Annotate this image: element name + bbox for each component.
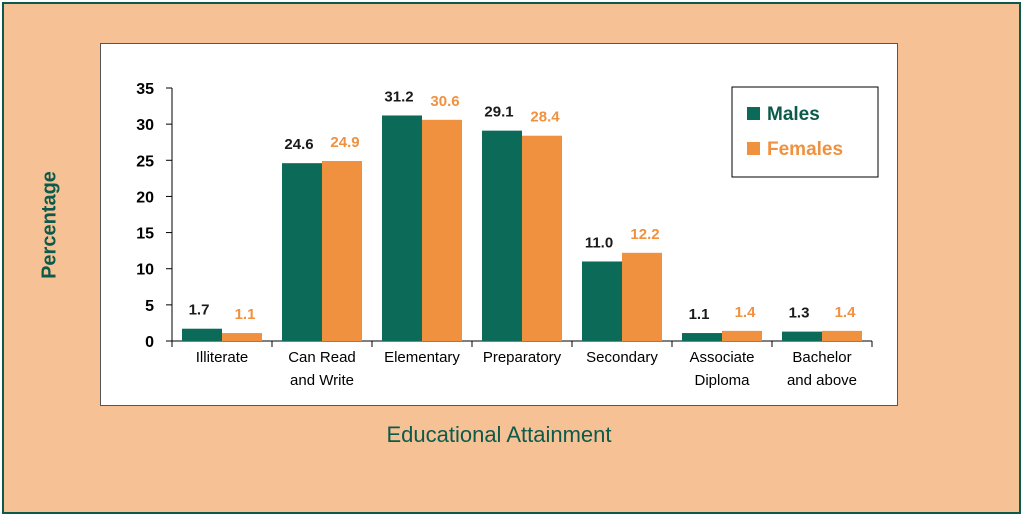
data-label-males: 24.6	[284, 136, 313, 153]
bar-females	[422, 119, 462, 341]
x-tick-label: Can Read	[288, 349, 356, 366]
bar-females	[822, 330, 862, 341]
data-label-females: 1.4	[835, 304, 857, 321]
y-tick-label: 25	[136, 153, 154, 170]
legend-label-males: Males	[767, 104, 820, 125]
x-tick-label: and Write	[290, 372, 354, 389]
x-tick-label: Diploma	[694, 372, 750, 389]
x-tick-label: Bachelor	[792, 349, 851, 366]
bar-males	[682, 333, 722, 341]
data-label-females: 12.2	[630, 226, 659, 243]
y-tick-label: 0	[145, 334, 154, 351]
x-tick-label: and above	[787, 372, 857, 389]
data-label-females: 30.6	[430, 93, 459, 110]
legend-swatch-males	[747, 107, 760, 120]
legend-swatch-females	[747, 142, 760, 155]
x-tick-label: Illiterate	[196, 349, 249, 366]
legend-box	[731, 86, 879, 178]
bar-females	[222, 333, 262, 341]
y-tick-label: 20	[136, 189, 154, 206]
bar-females	[322, 161, 362, 341]
bar-females	[622, 252, 662, 341]
y-tick-label: 35	[136, 81, 154, 98]
bar-males	[782, 331, 822, 341]
x-tick-label: Elementary	[384, 349, 460, 366]
bar-males	[482, 130, 522, 341]
data-label-females: 28.4	[530, 109, 560, 126]
data-label-males: 31.2	[384, 88, 413, 105]
bar-males	[282, 163, 322, 341]
data-label-females: 24.9	[330, 134, 359, 151]
y-tick-label: 15	[136, 226, 154, 243]
data-label-males: 1.1	[689, 306, 710, 323]
bar-males	[582, 261, 622, 341]
x-tick-label: Secondary	[586, 349, 658, 366]
data-label-males: 29.1	[484, 104, 513, 121]
x-tick-label: Associate	[689, 349, 754, 366]
bar-males	[182, 328, 222, 341]
legend-label-females: Females	[767, 139, 843, 160]
y-tick-label: 30	[136, 117, 154, 134]
data-label-females: 1.4	[735, 304, 757, 321]
data-label-males: 1.7	[189, 302, 210, 319]
y-tick-label: 10	[136, 262, 154, 279]
x-axis-label: Educational Attainment	[386, 422, 612, 447]
data-label-males: 11.0	[585, 234, 613, 251]
bar-females	[522, 135, 562, 341]
data-label-males: 1.3	[789, 305, 810, 322]
bar-males	[382, 115, 422, 342]
x-tick-label: Preparatory	[483, 349, 562, 366]
bar-females	[722, 330, 762, 341]
y-tick-label: 5	[145, 298, 154, 315]
data-label-females: 1.1	[235, 306, 256, 323]
